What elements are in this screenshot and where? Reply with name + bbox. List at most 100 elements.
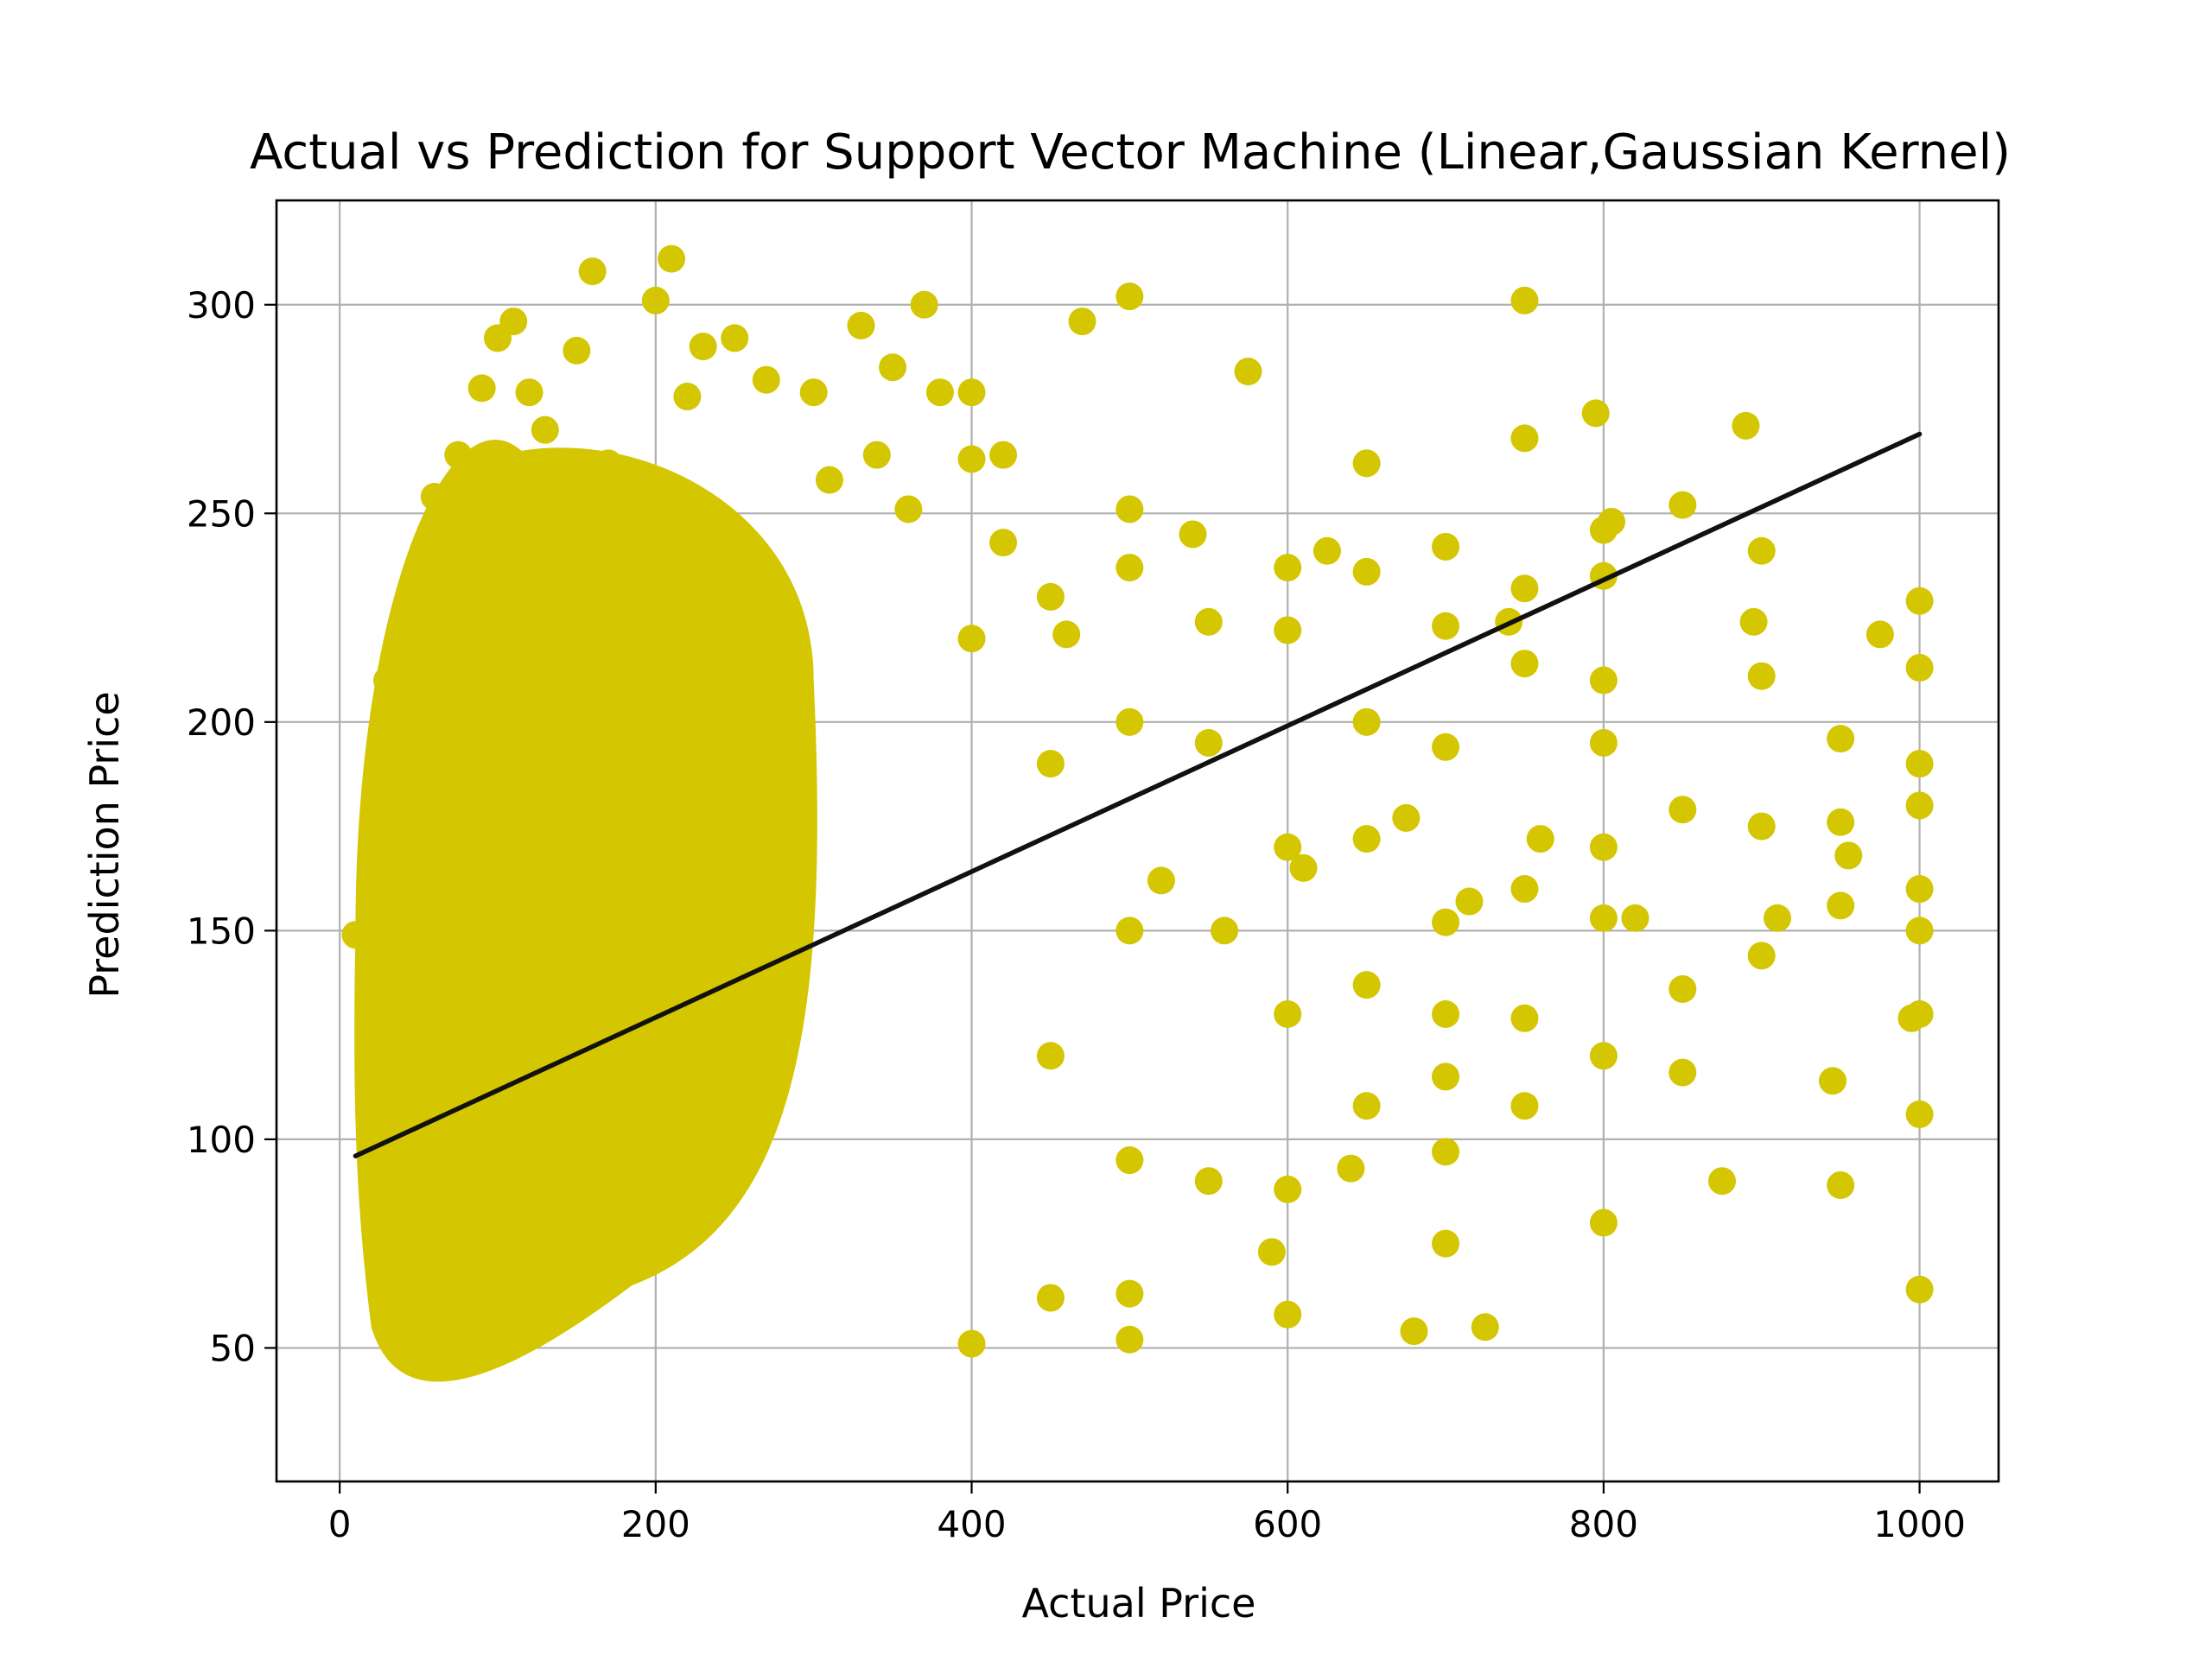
scatter-point <box>1669 491 1697 519</box>
x-tick-label: 200 <box>621 1503 690 1545</box>
scatter-points <box>341 244 1934 1358</box>
fit-line-layer <box>353 431 1923 1158</box>
scatter-point <box>1116 707 1144 736</box>
scatter-point <box>1194 607 1223 636</box>
scatter-point <box>578 257 607 286</box>
scatter-point <box>1589 833 1618 861</box>
scatter-point <box>1905 875 1934 904</box>
scatter-point <box>641 286 670 314</box>
scatter-point <box>1827 725 1855 753</box>
scatter-point <box>420 482 448 511</box>
scatter-point <box>1598 507 1626 536</box>
scatter-point <box>1274 1175 1302 1203</box>
scatter-point <box>1352 971 1381 999</box>
scatter-point <box>467 374 496 403</box>
scatter-point <box>1589 1208 1618 1237</box>
scatter-point <box>1827 1171 1855 1200</box>
y-tick-label: 100 <box>187 1119 256 1161</box>
scatter-point <box>1352 449 1381 478</box>
scatter-point <box>957 445 986 473</box>
dense-point-cloud <box>354 440 817 1382</box>
scatter-point <box>1669 974 1697 1003</box>
scatter-point <box>515 378 543 407</box>
scatter-point <box>1352 1092 1381 1120</box>
scatter-point <box>1589 666 1618 695</box>
y-axis-label: Prediction Price <box>81 691 128 998</box>
x-tick-label: 400 <box>937 1503 1006 1545</box>
scatter-point <box>1234 358 1262 386</box>
scatter-point <box>1432 1138 1460 1166</box>
scatter-point <box>989 529 1018 557</box>
scatter-point <box>1827 891 1855 920</box>
scatter-point <box>1905 587 1934 615</box>
scatter-point <box>894 495 923 523</box>
scatter-point <box>1179 520 1207 549</box>
scatter-point <box>1510 1092 1539 1120</box>
scatter-point <box>752 365 780 394</box>
scatter-point <box>389 620 417 649</box>
tick-layer: 0 200 400 600 800 1000 50 100 150 200 250 300 <box>187 284 1966 1545</box>
scatter-point <box>1510 1004 1539 1032</box>
scatter-point <box>1274 1300 1302 1329</box>
scatter-point <box>1905 654 1934 682</box>
scatter-point <box>1116 282 1144 311</box>
scatter-point <box>1526 825 1554 853</box>
scatter-point <box>1669 1058 1697 1087</box>
scatter-point <box>1036 582 1065 611</box>
scatter-point <box>1052 620 1081 649</box>
plot-frame <box>275 199 2000 1483</box>
scatter-point <box>531 416 559 444</box>
scatter-point <box>1068 308 1096 336</box>
scatter-point <box>1669 796 1697 824</box>
scatter-point <box>1510 574 1539 603</box>
scatter-point <box>1352 557 1381 586</box>
scatter-point <box>957 1329 986 1358</box>
scatter-point <box>1905 1275 1934 1304</box>
scatter-point <box>1274 833 1302 861</box>
x-axis-label: Actual Price <box>1022 1580 1256 1627</box>
scatter-point <box>1432 532 1460 561</box>
dense-cloud-shape <box>354 440 817 1382</box>
scatter-point <box>1257 1238 1286 1266</box>
scatter-point <box>1747 662 1776 690</box>
scatter-point <box>1274 999 1302 1028</box>
x-tick-label: 1000 <box>1873 1503 1966 1545</box>
scatter-point <box>847 311 875 339</box>
y-tick-label: 50 <box>210 1327 256 1369</box>
scatter-point <box>1510 875 1539 904</box>
chart-title: Actual vs Prediction for Support Vector … <box>250 124 2011 181</box>
scatter-point <box>1211 917 1239 945</box>
x-tick-label: 0 <box>328 1503 352 1545</box>
scatter-point <box>365 796 393 824</box>
scatter-point <box>1510 424 1539 453</box>
scatter-point <box>1337 1154 1365 1183</box>
scatter-point <box>957 378 986 407</box>
scatter-point <box>1510 286 1539 314</box>
scatter-point <box>1621 904 1649 932</box>
scatter-point <box>1747 942 1776 970</box>
x-tick-label: 800 <box>1569 1503 1638 1545</box>
scatter-point <box>1274 554 1302 582</box>
scatter-point <box>989 441 1018 469</box>
scatter-point <box>658 244 686 273</box>
scatter-point <box>1116 1146 1144 1175</box>
scatter-point <box>1194 728 1223 757</box>
scatter-point <box>1866 620 1894 649</box>
scatter-point <box>1834 841 1863 870</box>
scatter-point <box>1747 812 1776 841</box>
scatter-point <box>799 378 828 407</box>
scatter-point <box>1289 853 1318 882</box>
scatter-point <box>1274 616 1302 644</box>
scatter-point <box>1510 650 1539 678</box>
y-tick-label: 250 <box>187 492 256 535</box>
scatter-point <box>1739 607 1768 636</box>
scatter-point <box>1116 495 1144 523</box>
scatter-point <box>1905 1100 1934 1128</box>
y-tick-label: 200 <box>187 701 256 744</box>
scatter-point <box>563 336 591 365</box>
scatter-point <box>1432 733 1460 761</box>
y-tick-label: 300 <box>187 284 256 327</box>
scatter-point <box>673 383 702 411</box>
